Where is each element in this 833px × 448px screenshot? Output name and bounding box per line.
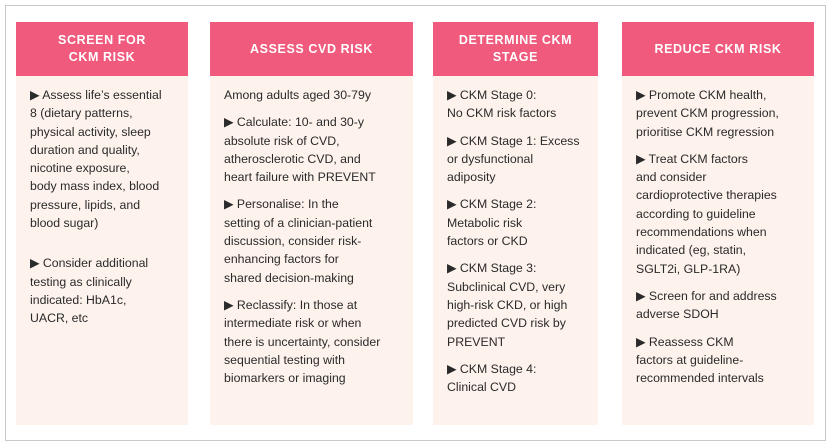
- column-header: DETERMINE CKM STAGE: [433, 22, 598, 76]
- item-line: ▶ Promote CKM health,: [636, 88, 767, 102]
- list-item: ▶ CKM Stage 2: Metabolic risk factors or C…: [447, 195, 598, 250]
- item-line: recommendations when: [636, 225, 767, 240]
- column: SCREEN FOR CKM RISK ▶ Assess life’s essent…: [16, 22, 188, 425]
- column-header: SCREEN FOR CKM RISK: [16, 22, 188, 76]
- item-line: adverse SDOH: [636, 307, 719, 322]
- list-item: ▶ Calculate: 10- and 30-y absolute risk o…: [224, 113, 413, 186]
- column: REDUCE CKM RISK ▶ Promote CKM health, prev…: [622, 22, 814, 425]
- item-line: pressure, lipids, and: [30, 197, 141, 212]
- list-item: ▶ CKM Stage 0: No CKM risk factors: [447, 86, 598, 123]
- item-line: cardioprotective therapies: [636, 188, 777, 203]
- item-line: Subclinical CVD, very: [447, 279, 566, 294]
- column-body: ▶ Promote CKM health, prevent CKM progres…: [622, 76, 814, 387]
- list-item: Among adults aged 30-79y: [224, 86, 413, 104]
- column-header: ASSESS CVD RISK: [210, 22, 413, 76]
- item-line: PREVENT: [447, 334, 506, 349]
- item-line: according to guideline: [636, 206, 756, 221]
- item-line: discussion, consider risk-: [224, 234, 362, 249]
- item-line: ▶ Reassess CKM: [636, 334, 734, 349]
- item-line: indicated: HbA1c,: [30, 292, 127, 307]
- list-item: ▶ CKM Stage 3: Subclinical CVD, very high-…: [447, 259, 598, 350]
- item-line: there is uncertainty, consider: [224, 334, 381, 349]
- item-line: No CKM risk factors: [447, 106, 557, 121]
- item-line: ▶ Reclassify: In those at: [224, 297, 358, 312]
- list-item: ▶ CKM Stage 4: Clinical CVD: [447, 360, 598, 397]
- item-line: sequential testing with: [224, 352, 345, 367]
- header-line: STAGE: [492, 50, 539, 64]
- item-line: physical activity, sleep: [30, 124, 151, 139]
- column-body: ▶ CKM Stage 0: No CKM risk factors ▶ CKM S…: [433, 76, 598, 396]
- item-line: SGLT2i, GLP-1RA): [636, 261, 741, 276]
- item-line: ▶ Treat CKM factors: [636, 151, 748, 166]
- header-line: REDUCE CKM RISK: [654, 41, 782, 56]
- item-line: Among adults aged 30-79y: [224, 88, 371, 102]
- list-item: ▶ Assess life’s essential 8 (dietary patt…: [30, 86, 188, 232]
- item-line: ▶ Calculate: 10- and 30-y: [224, 115, 365, 130]
- item-line: shared decision-making: [224, 270, 354, 285]
- list-item: ▶ Treat CKM factors and consider cardiopro…: [636, 150, 814, 278]
- item-line: ▶ Screen for and address: [636, 288, 777, 303]
- header-line: ASSESS CVD RISK: [250, 41, 373, 56]
- column-body: Among adults aged 30-79y ▶ Calculate: 10-…: [210, 76, 413, 387]
- header-line: DETERMINE CKM: [458, 33, 573, 47]
- column-header: REDUCE CKM RISK: [622, 22, 814, 76]
- column-body: ▶ Assess life’s essential 8 (dietary patt…: [16, 76, 188, 328]
- item-line: ▶ CKM Stage 2:: [447, 197, 537, 212]
- list-item: ▶ Personalise: In the setting of a clinic…: [224, 195, 413, 286]
- item-line: setting of a clinician-patient: [224, 215, 373, 230]
- item-line: 8 (dietary patterns,: [30, 106, 133, 121]
- header-line: CKM RISK: [68, 50, 136, 64]
- item-line: ▶ CKM Stage 3:: [447, 261, 537, 276]
- item-line: duration and quality,: [30, 142, 140, 157]
- item-line: high-risk CKD, or high: [447, 297, 568, 312]
- list-item: ▶ Screen for and address adverse SDOH: [636, 287, 814, 324]
- item-line: UACR, etc: [30, 311, 89, 326]
- item-line: ▶ CKM Stage 0:: [447, 88, 537, 102]
- item-line: blood sugar): [30, 216, 99, 231]
- item-line: ▶ CKM Stage 4:: [447, 361, 537, 376]
- item-line: intermediate risk or when: [224, 316, 362, 331]
- item-line: body mass index, blood: [30, 179, 160, 194]
- item-line: nicotine exposure,: [30, 161, 130, 176]
- item-line: testing as clinically: [30, 274, 132, 289]
- item-line: heart failure with PREVENT: [224, 170, 376, 185]
- item-line: atherosclerotic CVD, and: [224, 151, 361, 166]
- item-line: or dysfunctional: [447, 151, 534, 166]
- item-line: absolute risk of CVD,: [224, 133, 340, 148]
- item-line: predicted CVD risk by: [447, 316, 566, 331]
- item-line: biomarkers or imaging: [224, 371, 346, 386]
- header-line: SCREEN FOR: [58, 33, 146, 47]
- column: DETERMINE CKM STAGE ▶ CKM Stage 0: No CKM r…: [433, 22, 598, 425]
- item-line: recommended intervals: [636, 371, 764, 386]
- item-line: factors at guideline-: [636, 352, 744, 367]
- item-line: enhancing factors for: [224, 252, 339, 267]
- item-line: prevent CKM progression,: [636, 106, 779, 121]
- item-line: Clinical CVD: [447, 380, 517, 395]
- item-line: ▶ Consider additional: [30, 256, 149, 271]
- item-line: and consider: [636, 170, 707, 185]
- list-item: ▶ Reclassify: In those at intermediate ri…: [224, 296, 413, 387]
- item-line: prioritise CKM regression: [636, 124, 775, 139]
- item-line: ▶ Assess life’s essential: [30, 88, 162, 102]
- item-line: adiposity: [447, 170, 496, 185]
- list-item: ▶ Consider additional testing as clinical…: [30, 254, 188, 327]
- list-item: ▶ Reassess CKM factors at guideline-recom…: [636, 333, 814, 388]
- item-line: ▶ CKM Stage 1: Excess: [447, 133, 580, 148]
- item-line: ▶ Personalise: In the: [224, 197, 339, 212]
- item-line: factors or CKD: [447, 234, 528, 249]
- list-item: ▶ CKM Stage 1: Excess or dysfunctional adi…: [447, 132, 598, 187]
- item-line: Metabolic risk: [447, 215, 523, 230]
- column: ASSESS CVD RISK Among adults aged 30-79y ▶…: [210, 22, 413, 425]
- list-item: ▶ Promote CKM health, prevent CKM progres…: [636, 86, 814, 141]
- item-line: indicated (eg, statin,: [636, 243, 747, 258]
- frame: [5, 5, 826, 441]
